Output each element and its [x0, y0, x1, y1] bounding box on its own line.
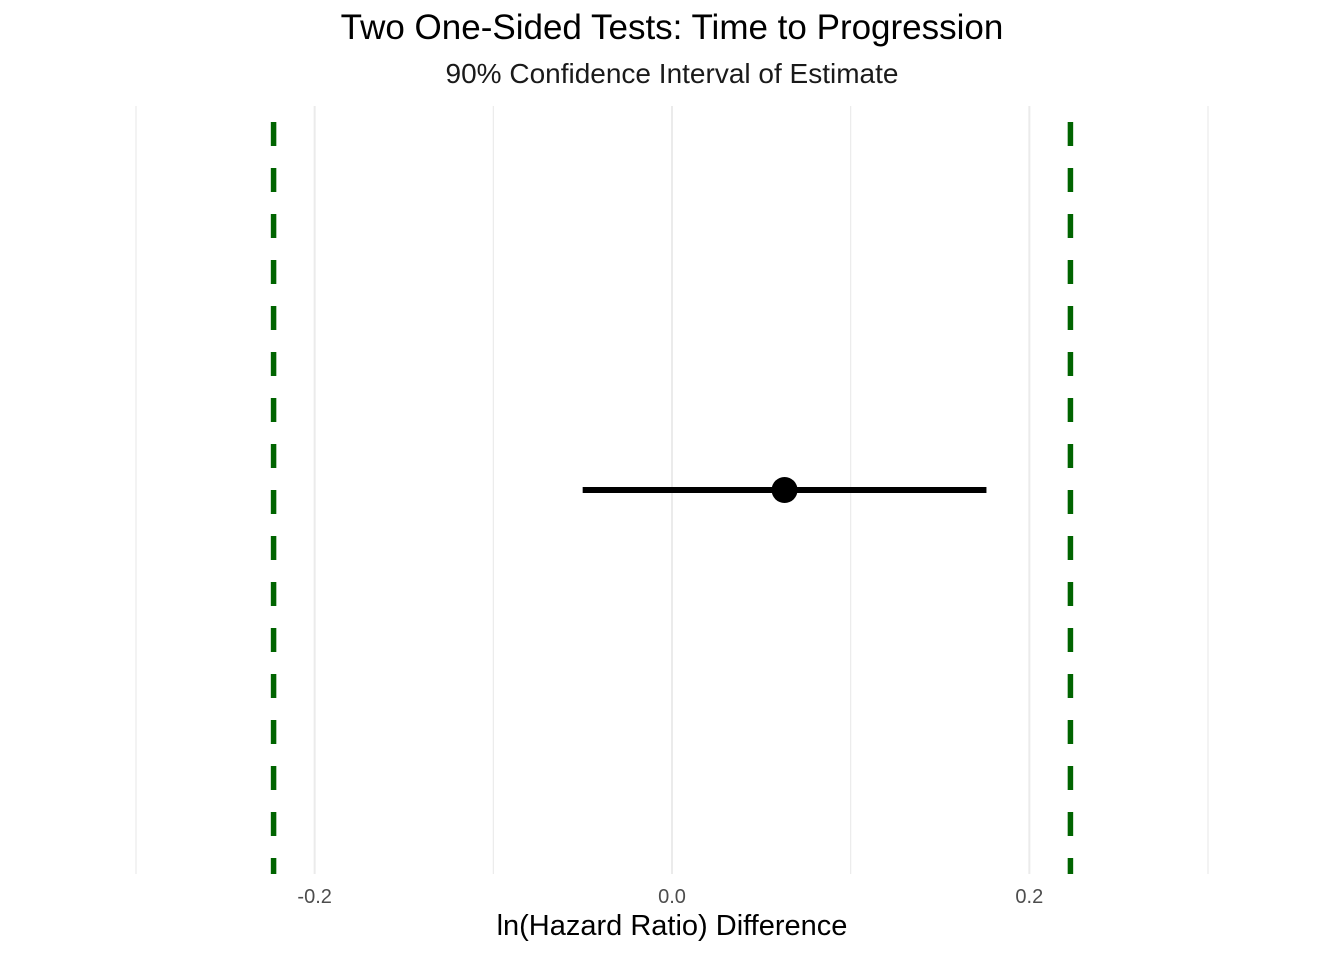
x-tick-label: 0.2: [1015, 886, 1043, 908]
x-tick-label: -0.2: [297, 886, 331, 908]
point-estimate: [771, 477, 798, 503]
x-tick-label: 0.0: [658, 886, 686, 908]
chart-subtitle: 90% Confidence Interval of Estimate: [445, 58, 899, 89]
chart-title: Two One-Sided Tests: Time to Progression: [340, 8, 1004, 47]
x-axis-label: ln(Hazard Ratio) Difference: [496, 910, 848, 942]
